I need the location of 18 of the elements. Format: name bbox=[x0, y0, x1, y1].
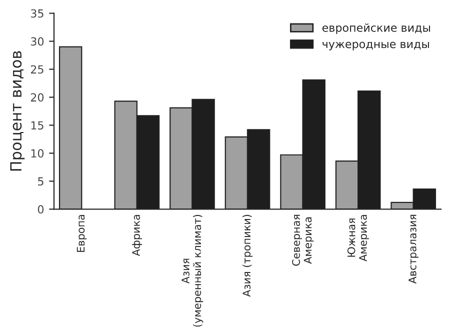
y-tick-label: 25 bbox=[30, 65, 44, 74]
y-tick-label: 20 bbox=[30, 93, 44, 102]
y-tick-label: 0 bbox=[38, 205, 44, 214]
x-tick-label: Азия (тропики) bbox=[242, 214, 253, 297]
y-tick-label: 30 bbox=[30, 37, 44, 46]
x-tick-label: Европа bbox=[76, 214, 87, 252]
y-axis-title: Процент видов bbox=[10, 51, 25, 171]
x-tick-label: Северная Америка bbox=[292, 214, 314, 266]
y-tick-label: 10 bbox=[31, 149, 44, 158]
legend-label: европейские виды bbox=[322, 23, 430, 34]
y-tick-label: 15 bbox=[31, 121, 44, 130]
legend-label: чужеродные виды bbox=[322, 42, 429, 50]
x-tick-label: Африка bbox=[132, 214, 142, 256]
x-tick-label: Австралазия bbox=[408, 214, 418, 284]
y-tick-label: 35 bbox=[30, 9, 44, 18]
x-tick-label: Азия (умеренный климат) bbox=[182, 214, 204, 327]
y-tick-label: 5 bbox=[38, 177, 44, 186]
x-tick-label: Южная Америка bbox=[347, 214, 369, 262]
